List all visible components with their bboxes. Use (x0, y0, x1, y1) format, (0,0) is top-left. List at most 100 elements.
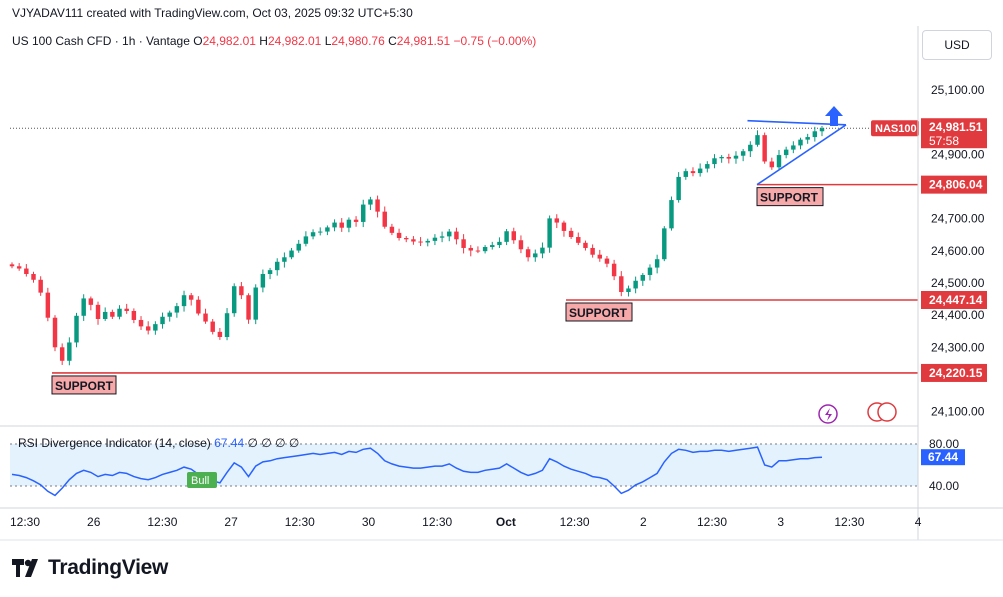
support-price-label: 24,447.14 (929, 293, 983, 307)
candle-body (289, 250, 294, 258)
time-tick-label: 27 (224, 515, 238, 529)
candle-body (224, 313, 230, 337)
candle-body (626, 288, 631, 292)
candle-body (432, 237, 438, 241)
candle-body (24, 268, 29, 274)
candle-body (490, 245, 495, 247)
time-tick-label: 2 (640, 515, 647, 529)
last-price-label: 24,981.51 (929, 120, 983, 134)
candle-body (282, 257, 287, 262)
candle-body (253, 287, 258, 320)
candle-body (540, 247, 545, 254)
candle-body (791, 145, 796, 150)
support-label-box (51, 375, 117, 395)
price-change: −0.75 (−0.00%) (453, 34, 537, 48)
candle-body (719, 157, 724, 159)
candle-body (174, 306, 180, 313)
candle-body (418, 241, 423, 243)
rsi-value-tag (921, 449, 965, 466)
support-label-box (756, 187, 824, 207)
candle-body (310, 232, 316, 237)
candle-body (547, 218, 552, 248)
candle-body (332, 222, 337, 228)
candle-body (67, 342, 72, 361)
candle-body (798, 139, 803, 146)
support-label: SUPPORT (760, 191, 819, 205)
candle-body (239, 286, 244, 296)
support-price-tag (921, 290, 987, 309)
time-tick-label: 12:30 (10, 515, 40, 529)
candle-body (196, 299, 201, 314)
candle-body (138, 319, 144, 327)
candle-body (396, 232, 402, 238)
candle-body (368, 199, 373, 205)
us-flag-icon-2 (877, 402, 897, 422)
support-price-tag (921, 363, 987, 382)
rsi-placeholders: ∅ ∅ ∅ ∅ (247, 436, 300, 450)
symbol-legend: US 100 Cash CFD · 1h · Vantage O 24,982.0… (12, 34, 536, 48)
chart-attribution: VJYADAV111 created with TradingView.com,… (12, 6, 413, 20)
support-label: SUPPORT (569, 306, 628, 320)
candle-body (705, 164, 710, 169)
support-label-box (565, 302, 633, 322)
time-tick-label: 12:30 (560, 515, 590, 529)
candle-body (755, 135, 760, 145)
candle-body (619, 276, 624, 292)
candle-body (819, 128, 825, 132)
high-value: 24,982.01 (267, 34, 322, 48)
candle-body (203, 313, 208, 322)
candle-body (518, 240, 524, 250)
candle-body (604, 258, 610, 264)
candle-body (533, 253, 538, 258)
candle-body (439, 236, 445, 238)
candle-body (561, 222, 567, 231)
support-label: SUPPORT (55, 379, 114, 393)
candle-body (131, 310, 137, 320)
candle-body (654, 259, 660, 268)
candle-body (640, 274, 646, 281)
rsi-lower-label: 40.00 (929, 479, 959, 493)
candle-body (590, 247, 595, 255)
lightning-bolt (825, 408, 832, 421)
candle-body (690, 171, 696, 174)
candle-body (568, 230, 574, 238)
candle-body (748, 144, 753, 152)
open-label: O (193, 34, 203, 48)
candle-body (124, 308, 129, 311)
rsi-legend: RSI Divergence Indicator (14, close) 67.… (18, 436, 299, 450)
candle-body (783, 149, 789, 156)
candle-body (303, 236, 309, 244)
candle-body (769, 161, 775, 168)
candle-body (812, 131, 818, 138)
candle-body (95, 304, 101, 319)
price-tick-label: 24,600.00 (931, 244, 985, 258)
candle-body (525, 249, 531, 258)
low-label: L (324, 34, 332, 48)
candle-body (231, 286, 237, 314)
close-label: C (388, 34, 397, 48)
symbol-description: US 100 Cash CFD · 1h · Vantage (12, 34, 190, 48)
candle-body (511, 231, 516, 241)
time-tick-label: Oct (496, 515, 516, 529)
candle-body (81, 298, 86, 316)
candle-body (74, 315, 79, 343)
candle-body (16, 266, 22, 269)
candle-body (296, 243, 301, 251)
candle-body (712, 158, 717, 165)
rsi-value-label: 67.44 (928, 450, 958, 464)
candle-body (776, 155, 782, 168)
tradingview-logo[interactable]: TradingView (12, 555, 168, 581)
countdown-label: 57:58 (929, 134, 959, 148)
currency-button[interactable]: USD (922, 30, 992, 60)
time-tick-label: 12:30 (147, 515, 177, 529)
candle-body (740, 151, 746, 156)
candle-body (425, 240, 430, 243)
candle-body (662, 228, 667, 260)
candle-body (404, 238, 409, 240)
bull-label: Bull (191, 475, 209, 487)
candle-body (88, 298, 94, 305)
candle-body (45, 292, 51, 318)
candle-body (482, 247, 488, 252)
low-value: 24,980.76 (331, 34, 385, 48)
